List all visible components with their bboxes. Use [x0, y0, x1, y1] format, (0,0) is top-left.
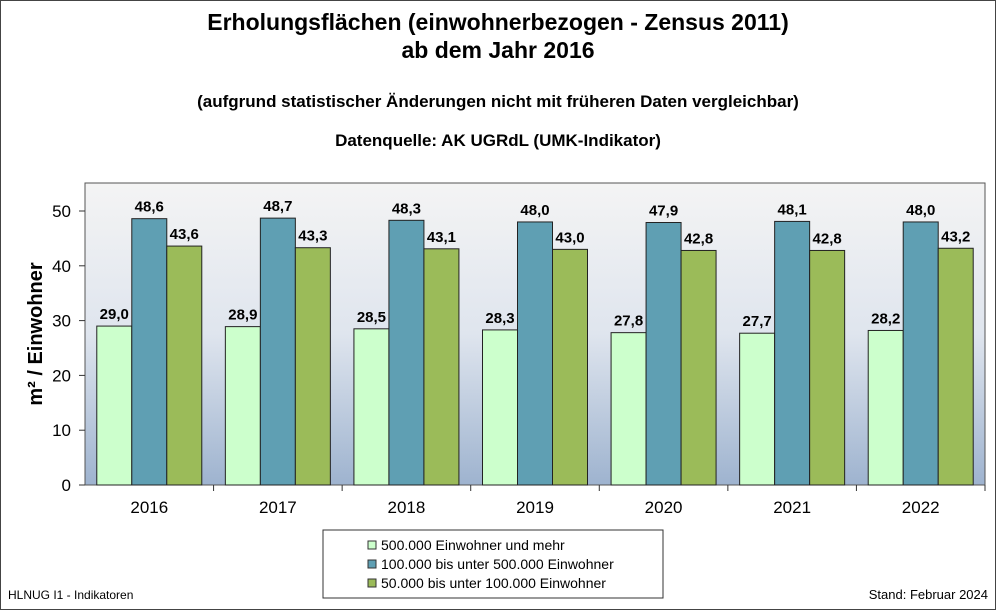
data-label: 48,7 — [263, 198, 292, 215]
legend — [322, 529, 664, 599]
bar — [224, 326, 261, 486]
y-tick-label: 0 — [62, 476, 71, 495]
bar — [774, 220, 811, 486]
bar — [645, 222, 682, 486]
x-tick-label: 2018 — [388, 498, 426, 517]
y-tick-label: 20 — [52, 366, 71, 385]
data-label: 28,9 — [228, 307, 257, 324]
bar — [937, 247, 974, 486]
bar — [610, 332, 647, 486]
y-tick-label: 10 — [52, 421, 71, 440]
data-label: 42,8 — [684, 230, 713, 247]
bar — [482, 329, 518, 486]
data-label: 48,0 — [906, 202, 935, 219]
data-label: 48,3 — [392, 200, 421, 217]
data-label: 27,8 — [614, 313, 643, 330]
data-label: 43,6 — [170, 226, 199, 243]
data-label: 42,8 — [813, 230, 842, 247]
data-label: 48,0 — [520, 202, 549, 219]
bar — [259, 217, 296, 486]
x-tick-label: 2020 — [645, 498, 683, 517]
data-label: 43,2 — [941, 228, 970, 245]
legend-swatch — [367, 559, 377, 569]
y-axis-label: m² / Einwohner — [25, 262, 47, 406]
legend-entry: 50.000 bis unter 100.000 Einwohner — [381, 575, 606, 591]
bar — [517, 221, 553, 486]
chart-title: Erholungsflächen (einwohnerbezogen - Zen… — [207, 9, 789, 35]
data-label: 28,3 — [485, 310, 514, 327]
chart-subtitle: (aufgrund statistischer Änderungen nicht… — [197, 92, 799, 111]
y-tick-label: 50 — [52, 202, 71, 221]
bar — [294, 247, 331, 486]
legend-swatch — [367, 578, 377, 588]
data-label: 27,7 — [743, 313, 772, 330]
bar — [902, 221, 939, 486]
data-label: 48,6 — [135, 199, 164, 216]
data-label: 43,0 — [555, 229, 584, 246]
legend-entry: 500.000 Einwohner und mehr — [381, 537, 565, 553]
bar — [739, 332, 776, 486]
footer-left: HLNUG I1 - Indikatoren — [8, 588, 133, 602]
x-tick-label: 2021 — [773, 498, 811, 517]
x-tick-label: 2016 — [130, 498, 168, 517]
data-label: 29,0 — [100, 306, 129, 323]
data-source: Datenquelle: AK UGRdL (UMK-Indikator) — [335, 131, 661, 150]
data-label: 28,2 — [871, 310, 900, 327]
legend-swatch — [367, 540, 377, 550]
y-tick-label: 40 — [52, 257, 71, 276]
legend-entry: 100.000 bis unter 500.000 Einwohner — [381, 556, 614, 572]
chart-title-line2: ab dem Jahr 2016 — [401, 37, 594, 63]
bar — [131, 218, 168, 486]
bar — [680, 249, 717, 486]
bar — [867, 329, 904, 486]
x-tick-label: 2022 — [902, 498, 940, 517]
data-label: 43,1 — [427, 229, 456, 246]
x-tick-label: 2017 — [259, 498, 297, 517]
bar — [809, 249, 846, 486]
data-label: 48,1 — [778, 201, 807, 218]
bar — [96, 325, 133, 486]
bar — [166, 245, 203, 486]
data-label: 43,3 — [298, 228, 327, 245]
bar — [353, 328, 390, 486]
y-tick-label: 30 — [52, 312, 71, 331]
data-label: 47,9 — [649, 203, 678, 220]
x-tick-label: 2019 — [516, 498, 554, 517]
bar — [388, 219, 425, 486]
footer-right: Stand: Februar 2024 — [869, 587, 988, 602]
bar — [423, 248, 460, 486]
bar — [552, 248, 588, 486]
data-label: 28,5 — [357, 309, 386, 326]
